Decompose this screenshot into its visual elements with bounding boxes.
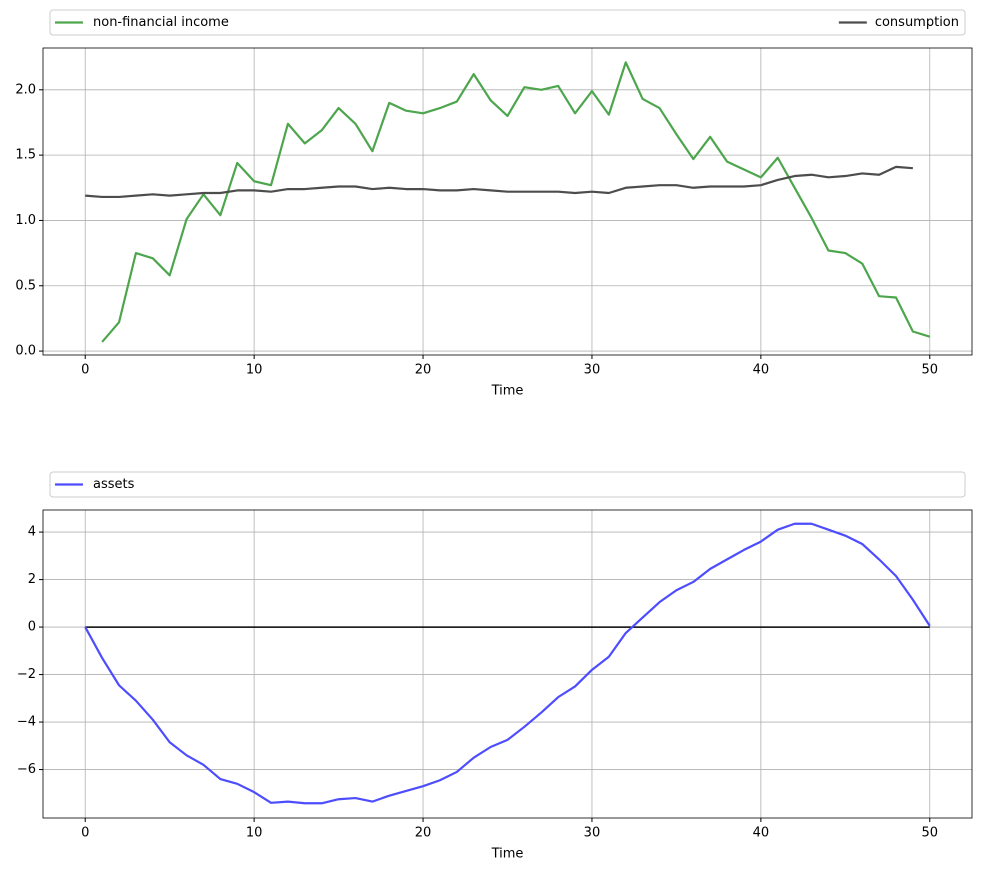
x-tick-label: 50 xyxy=(921,826,938,841)
legend-box xyxy=(49,471,966,498)
y-tick-label: −2 xyxy=(17,667,36,682)
x-tick-label: 30 xyxy=(584,826,601,841)
legend-label: consumption xyxy=(875,15,959,30)
x-tick-label: 20 xyxy=(415,826,432,841)
x-tick-label: 40 xyxy=(753,363,770,378)
y-tick-label: 0.0 xyxy=(15,344,36,359)
y-tick-label: 2 xyxy=(28,572,36,587)
x-tick-label: 20 xyxy=(415,363,432,378)
x-tick-label: 40 xyxy=(753,826,770,841)
x-tick-label: 50 xyxy=(921,363,938,378)
y-tick-label: −4 xyxy=(17,715,36,730)
x-tick-label: 0 xyxy=(81,826,89,841)
y-tick-label: 1.0 xyxy=(15,213,36,228)
x-axis-label: Time xyxy=(491,384,524,399)
series-line xyxy=(85,165,913,199)
y-tick-label: 0.5 xyxy=(15,278,36,293)
y-tick-label: 0 xyxy=(28,620,36,635)
legend-label: assets xyxy=(93,477,135,492)
legend-label: non-financial income xyxy=(93,15,229,30)
series-line xyxy=(101,61,931,343)
legend-box xyxy=(49,9,966,36)
x-tick-label: 30 xyxy=(584,363,601,378)
y-tick-label: −6 xyxy=(17,762,36,777)
y-tick-label: 4 xyxy=(28,525,36,540)
y-tick-label: 1.5 xyxy=(15,148,36,163)
x-axis-label: Time xyxy=(491,847,524,862)
series-line xyxy=(84,522,931,805)
y-tick-label: 2.0 xyxy=(15,82,36,97)
x-tick-label: 10 xyxy=(246,363,263,378)
axes-frame xyxy=(42,47,973,356)
axes-frame xyxy=(42,509,973,819)
x-tick-label: 0 xyxy=(81,363,89,378)
x-tick-label: 10 xyxy=(246,826,263,841)
